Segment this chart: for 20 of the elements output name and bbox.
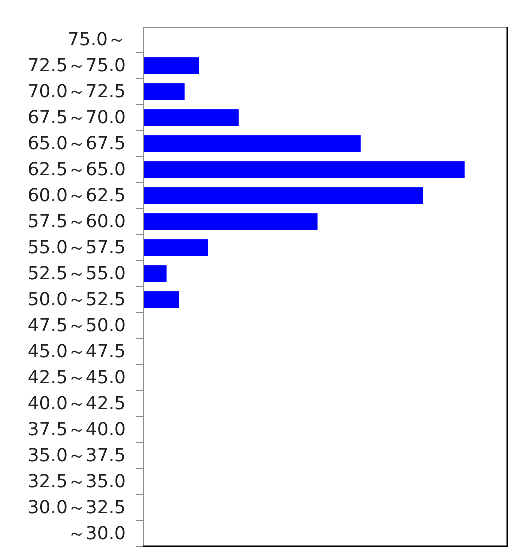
- y-tick-label: 55.0～57.5: [28, 238, 126, 258]
- y-tick-label: 62.5～65.0: [28, 160, 126, 180]
- y-tick-label: 37.5～40.0: [28, 420, 126, 440]
- y-tick-label: 60.0～62.5: [28, 186, 126, 206]
- y-tick-label: 32.5～35.0: [28, 472, 126, 492]
- y-tick-label: 40.0～42.5: [28, 394, 126, 414]
- y-tick-label: 67.5～70.0: [28, 108, 126, 128]
- y-tick-label: 30.0～32.5: [28, 498, 126, 518]
- y-tick-label: 52.5～55.0: [28, 264, 126, 284]
- y-tick-label: 50.0～52.5: [28, 290, 126, 310]
- y-tick-label: 70.0～72.5: [28, 82, 126, 102]
- y-tick-label: 57.5～60.0: [28, 212, 126, 232]
- y-tick-label: 47.5～50.0: [28, 316, 126, 336]
- y-tick-label: 35.0～37.5: [28, 446, 126, 466]
- y-tick-label: 65.0～67.5: [28, 134, 126, 154]
- y-tick-label: 75.0～: [68, 30, 126, 50]
- y-tick-label: 72.5～75.0: [28, 56, 126, 76]
- y-tick-label: 45.0～47.5: [28, 342, 126, 362]
- y-tick-label: 42.5～45.0: [28, 368, 126, 388]
- y-tick-label: ～30.0: [68, 524, 126, 544]
